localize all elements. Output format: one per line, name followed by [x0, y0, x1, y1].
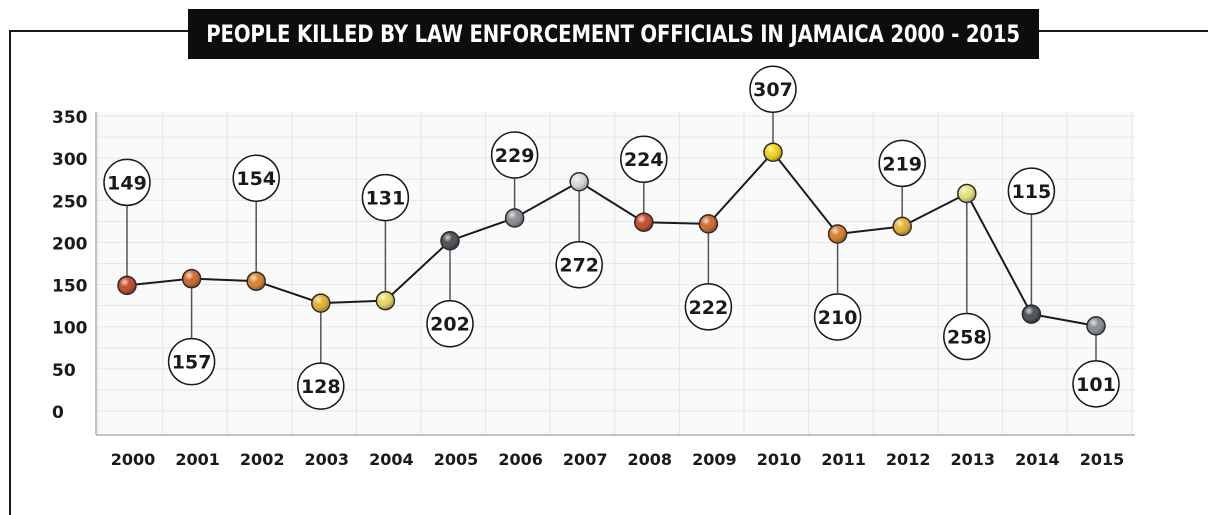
- x-tick-label: 2009: [692, 450, 737, 469]
- callout-circle: [813, 293, 862, 341]
- data-label: 307: [753, 79, 793, 101]
- data-point-shine: [442, 232, 458, 249]
- callout-circle: [167, 337, 216, 386]
- data-point-shine: [1088, 317, 1104, 334]
- data-label: 157: [172, 352, 212, 374]
- grid: [96, 112, 1135, 435]
- y-tick-label: 0: [52, 403, 64, 423]
- x-tick-label: 2002: [240, 450, 285, 469]
- data-point-shine: [765, 144, 781, 161]
- data-point-shine: [571, 173, 588, 190]
- x-tick-label: 2014: [1015, 450, 1060, 469]
- callout-circle: [232, 154, 280, 202]
- data-point-shine: [506, 209, 523, 226]
- data-label: 210: [818, 307, 858, 329]
- data-point-shine: [183, 270, 200, 287]
- y-tick-label: 200: [52, 234, 88, 254]
- data-label: 224: [624, 149, 664, 171]
- x-tick-label: 2003: [305, 450, 350, 469]
- data-label: 149: [107, 172, 147, 194]
- y-tick-label: 50: [52, 361, 76, 381]
- data-point-shine: [829, 226, 846, 242]
- callout-circle: [103, 158, 151, 207]
- data-label: 229: [495, 145, 535, 167]
- axes: 0 50 100 150 200 250 300 350 2000 2001 2002 2003 200…: [52, 108, 1135, 469]
- callout-circle: [1072, 360, 1120, 408]
- x-tick-label: 2008: [628, 450, 673, 469]
- data-label: 101: [1076, 374, 1116, 396]
- data-label: 128: [301, 376, 341, 398]
- chart-title: PEOPLE KILLED BY LAW ENFORCEMENT OFFICIA…: [206, 20, 1021, 48]
- data-label: 222: [689, 297, 729, 319]
- data-point-shine: [377, 292, 394, 309]
- data-label: 219: [882, 153, 922, 175]
- data-label: 115: [1012, 181, 1052, 203]
- data-point-shine: [1023, 306, 1040, 323]
- series-line: [126, 150, 1097, 327]
- data-point-shine: [958, 185, 975, 202]
- callout-circle: [878, 139, 926, 188]
- x-tick-label: 2007: [563, 450, 608, 469]
- data-point-shine: [700, 215, 717, 232]
- x-tick-label: 2006: [498, 450, 543, 469]
- callout-circle: [426, 299, 474, 348]
- data-points: [117, 142, 1106, 336]
- y-tick-label: 250: [52, 192, 88, 212]
- data-point-shine: [894, 218, 911, 235]
- data-point-shine: [119, 277, 135, 294]
- y-tick-label: 300: [52, 150, 88, 170]
- data-point-shine: [312, 295, 329, 312]
- x-tick-label: 2004: [369, 450, 414, 469]
- series-path: [126, 150, 1097, 327]
- chart-title-box: PEOPLE KILLED BY LAW ENFORCEMENT OFFICIA…: [188, 9, 1039, 59]
- data-label: 154: [236, 168, 276, 190]
- x-tick-label: 2012: [886, 450, 931, 469]
- x-tick-label: 2011: [821, 450, 866, 469]
- data-point-shine: [635, 214, 652, 231]
- data-point-shine: [248, 273, 265, 290]
- callout-circle: [490, 131, 539, 179]
- x-tick-label: 2005: [434, 450, 479, 469]
- x-tick-label: 2000: [111, 450, 156, 469]
- y-tick-label: 150: [52, 277, 88, 297]
- callout-circle: [297, 362, 345, 410]
- x-tick-label: 2001: [175, 450, 220, 469]
- data-label: 131: [366, 188, 406, 210]
- y-tick-label: 350: [52, 108, 88, 128]
- data-label: 202: [430, 314, 470, 336]
- data-label: 258: [947, 327, 987, 349]
- y-tick-label: 100: [52, 319, 88, 339]
- data-labels: 149 157 154 128 131 202 229 272 224 222 307 210 219 2…: [103, 65, 1120, 410]
- callout-circle: [1007, 167, 1056, 215]
- x-tick-label: 2013: [951, 450, 996, 469]
- callout-circle: [684, 283, 733, 331]
- x-tick-label: 2010: [757, 450, 802, 469]
- callout-circle: [361, 173, 410, 222]
- x-tick-label: 2015: [1080, 450, 1125, 469]
- callout-circle: [555, 240, 603, 289]
- callout-circle: [943, 312, 991, 361]
- callout-circle: [749, 65, 797, 113]
- callout-circle: [620, 135, 668, 183]
- data-label: 272: [559, 255, 599, 277]
